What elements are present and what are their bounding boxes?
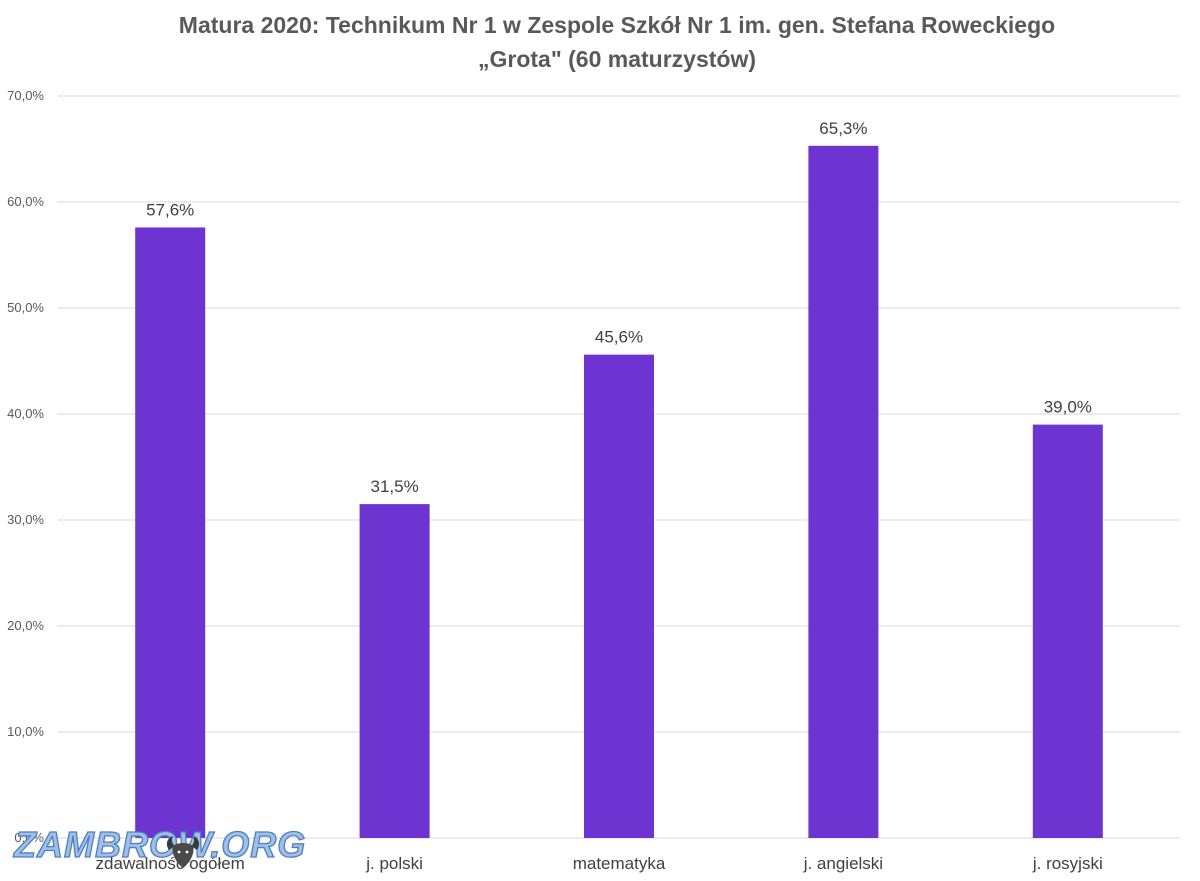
y-tick-label: 0,0%	[14, 830, 44, 845]
y-tick-label: 50,0%	[7, 300, 44, 315]
watermark: ZAMBROW.ORG	[12, 823, 306, 868]
bar	[808, 145, 879, 838]
data-label: 65,3%	[819, 119, 867, 138]
x-axis-category-labels: zdawalność ogółem j. polski matematyka j. a…	[96, 854, 1103, 873]
y-axis-tick-labels: 0,0% 10,0% 20,0% 30,0% 40,0% 50,0% 60,0% 70,0%	[7, 88, 44, 845]
chart-subtitle: „Grota" (60 maturzystów)	[478, 46, 756, 72]
data-labels: 57,6% 31,5% 45,6% 65,3% 39,0%	[146, 119, 1092, 496]
category-label: j. polski	[365, 854, 423, 873]
data-label: 57,6%	[146, 200, 194, 219]
y-tick-label: 30,0%	[7, 512, 44, 527]
category-label: zdawalność ogółem	[96, 854, 245, 873]
category-label: j. rosyjski	[1032, 854, 1103, 873]
watermark-text: ZAMBROW.ORG	[13, 824, 306, 865]
y-tick-label: 40,0%	[7, 406, 44, 421]
data-label: 31,5%	[370, 477, 418, 496]
y-tick-label: 10,0%	[7, 724, 44, 739]
category-label: matematyka	[573, 854, 666, 873]
data-label: 39,0%	[1044, 398, 1092, 417]
bars	[135, 145, 1103, 838]
y-tick-label: 20,0%	[7, 618, 44, 633]
y-tick-label: 70,0%	[7, 88, 44, 103]
bar	[1032, 424, 1103, 838]
bison-head-icon	[166, 836, 200, 868]
chart-title: Matura 2020: Technikum Nr 1 w Zespole Sz…	[179, 12, 1055, 38]
y-tick-label: 60,0%	[7, 194, 44, 209]
bar	[584, 354, 654, 838]
bar	[359, 504, 430, 838]
data-label: 45,6%	[595, 328, 643, 347]
bar	[135, 227, 206, 838]
category-label: j. angielski	[803, 854, 883, 873]
